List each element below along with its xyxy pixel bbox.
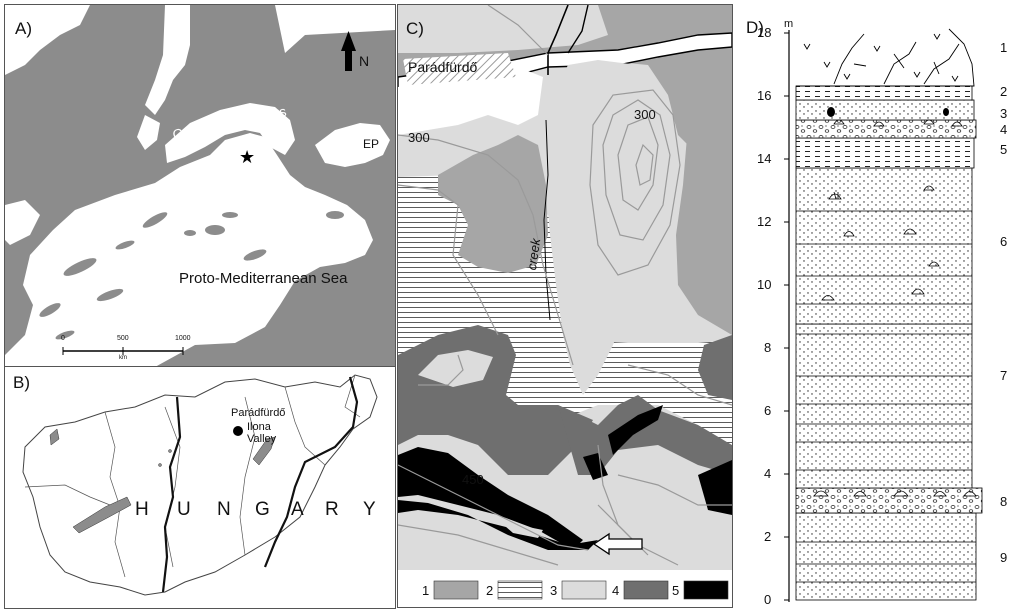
layer-5 (795, 137, 975, 169)
country-letter: H (135, 499, 149, 520)
b-valley2-label: Valley (247, 433, 277, 445)
layer-9 (795, 512, 977, 601)
country-letter: Y (363, 499, 376, 520)
c-town-label: Parádfürdő (408, 59, 478, 75)
panel-b-label: B) (13, 373, 30, 392)
country-letter: G (255, 499, 270, 520)
depth-unit: m (784, 18, 794, 30)
north-label: N (359, 53, 370, 69)
country-letter: N (217, 499, 231, 520)
shell-fossil-icons (813, 119, 977, 497)
layer-label-7: 7 (1000, 368, 1008, 383)
location-arrow-icon (592, 532, 643, 556)
ep-label: EP (363, 137, 380, 151)
country-letter: R (325, 499, 339, 520)
legend-num-3: 3 (550, 583, 558, 598)
country-letter: A (291, 499, 304, 520)
strata (795, 85, 983, 601)
tick-4: 4 (764, 466, 772, 481)
legend-swatch-3 (561, 580, 607, 600)
sea-areas (5, 5, 395, 367)
layer-6 (795, 167, 973, 325)
panel-c-geologic-map: C) Parádfürdő 300 300 450 creek 1 2 3 4 … (397, 4, 733, 608)
contour-lines (398, 5, 732, 566)
scale-tick-500: 500 (117, 335, 129, 342)
country-letter: U (177, 499, 191, 520)
legend-num-1: 1 (422, 583, 430, 598)
layer-2 (795, 85, 973, 101)
bed-lines (796, 210, 976, 583)
scale-unit: km (119, 355, 127, 361)
scale-tick-0: 0 (61, 335, 65, 342)
layer-label-2: 2 (1000, 84, 1008, 99)
tick-6: 6 (764, 403, 772, 418)
legend-num-4: 4 (612, 583, 620, 598)
layer-label-8: 8 (1000, 494, 1008, 509)
concretion-icon (943, 108, 949, 116)
layer-label-4: 4 (1000, 122, 1008, 137)
contour-300-right: 300 (634, 107, 656, 122)
panel-b-hungary-map: B) Parádfürdő Ilona Valley H U N G A R Y (4, 366, 396, 609)
contour-300-left: 300 (408, 130, 430, 145)
concretion-icon (827, 107, 835, 117)
contour-450: 450 (462, 472, 484, 487)
tick-10: 10 (757, 277, 772, 292)
layer-label-3: 3 (1000, 106, 1008, 121)
b-town-label: Parádfürdő (231, 407, 286, 419)
legend-num-2: 2 (486, 583, 494, 598)
country-outline (22, 374, 378, 596)
legend-num-5: 5 (672, 583, 680, 598)
rivers (161, 376, 359, 593)
legend-swatch-5 (683, 580, 729, 600)
north-arrow-icon (341, 31, 356, 71)
tick-14: 14 (757, 151, 772, 166)
panel-c-label: C) (406, 19, 424, 38)
layer-label-6: 6 (1000, 234, 1008, 249)
scale-bar (62, 347, 184, 355)
legend-swatches (433, 580, 729, 600)
layer-4 (795, 119, 977, 139)
tick-8: 8 (764, 340, 772, 355)
scale-tick-1000: 1000 (175, 335, 191, 342)
tick-18: 18 (757, 25, 772, 40)
panel-c-map-svg (398, 5, 732, 607)
islands (39, 211, 344, 340)
deposit-patches (49, 428, 276, 534)
star-icon: ★ (239, 147, 255, 167)
layer-label-9: 9 (1000, 550, 1008, 565)
layer-label-1: 1 (1000, 40, 1008, 55)
panel-a-map-svg: ★ (5, 5, 395, 367)
legend-swatch-4 (623, 580, 669, 600)
panel-a-label: A) (15, 19, 32, 38)
panel-a-paleogeographic-map: ★ A) N Central Paratethys Proto-Mediterr… (4, 4, 396, 368)
b-valley-label: Ilona (247, 421, 271, 433)
tick-16: 16 (757, 88, 772, 103)
legend-swatch-1 (433, 580, 479, 600)
soil-layer-1 (796, 28, 975, 87)
town-dot-icon (233, 426, 243, 436)
panel-d-stratigraphic-column: D) m 0 2 4 6 8 10 12 14 16 18 1 2 3 4 5 … (734, 4, 1016, 606)
tick-0: 0 (764, 592, 772, 606)
layer-8 (795, 487, 983, 514)
axis-ticks (784, 32, 789, 601)
roads (543, 5, 589, 321)
tick-2: 2 (764, 529, 772, 544)
panel-d-column-svg (784, 28, 983, 602)
legend-swatch-2 (497, 580, 543, 600)
layer-label-5: 5 (1000, 142, 1008, 157)
tick-12: 12 (757, 214, 772, 229)
layer-7 (795, 323, 973, 489)
sea-label: Proto-Mediterranean Sea (179, 270, 348, 287)
panel-b-map-svg (22, 374, 378, 596)
panel-d-label: D) (746, 18, 764, 37)
